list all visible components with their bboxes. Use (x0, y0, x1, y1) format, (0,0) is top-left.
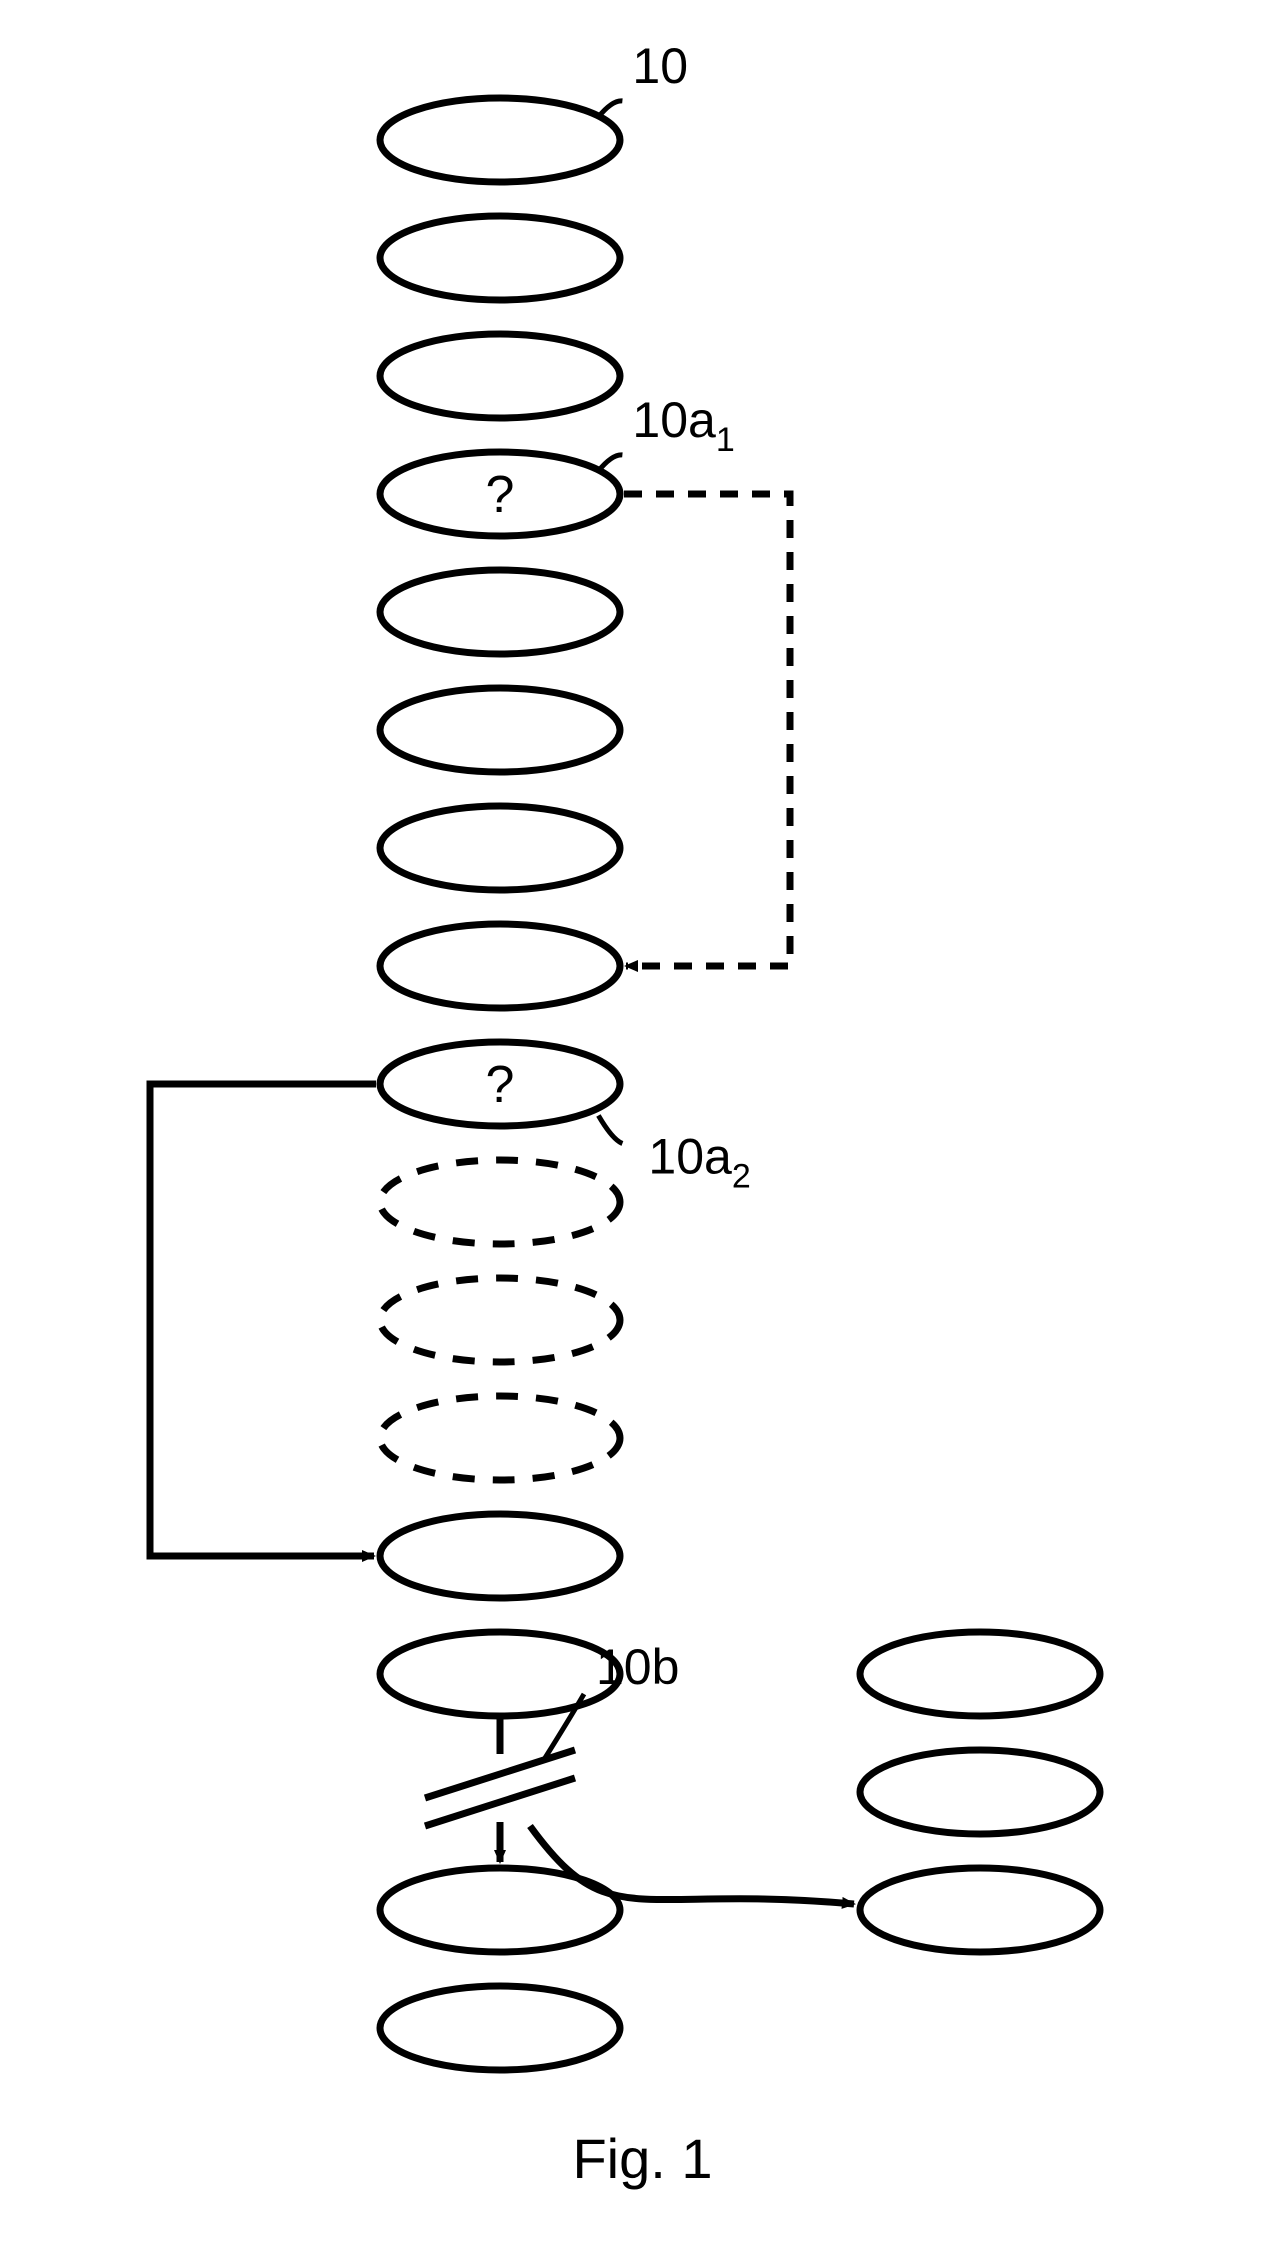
arrow-n3-n7 (624, 494, 790, 966)
node-n7 (380, 924, 620, 1008)
arrow-n8-n12 (150, 1084, 376, 1556)
node-n5 (380, 688, 620, 772)
callout-c10a1: 10a1 (632, 392, 734, 459)
node-n6 (380, 806, 620, 890)
node-n4 (380, 570, 620, 654)
node-r1 (860, 1750, 1100, 1834)
break-arrow-branch (530, 1826, 854, 1904)
node-text-n3: ? (486, 466, 515, 524)
figure-caption: Fig. 1 (572, 2127, 712, 2190)
node-n12 (380, 1514, 620, 1598)
node-text-n8: ? (486, 1056, 515, 1114)
node-n13 (380, 1632, 620, 1716)
node-n1 (380, 216, 620, 300)
node-n9 (380, 1160, 620, 1244)
node-n2 (380, 334, 620, 418)
node-r2 (860, 1868, 1100, 1952)
figure-1-diagram: ?? 10 10a1 10a2 10b Fig. 1 (0, 0, 1285, 2268)
break-layer (425, 1718, 854, 1904)
callout-c10: 10 (632, 38, 688, 94)
callouts-layer: 10 10a1 10a2 10b (545, 38, 751, 1758)
node-r0 (860, 1632, 1100, 1716)
callout-c10a2: 10a2 (648, 1129, 750, 1196)
callout-c10b: 10b (596, 1639, 679, 1695)
node-n15 (380, 1986, 620, 2070)
node-n11 (380, 1396, 620, 1480)
node-n10 (380, 1278, 620, 1362)
node-n0 (380, 98, 620, 182)
